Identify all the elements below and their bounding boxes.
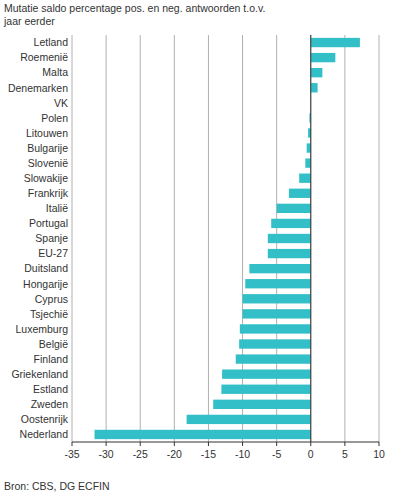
- bar: [240, 324, 311, 333]
- source: Bron: CBS, DG ECFIN: [4, 480, 110, 492]
- category-label: Letland: [34, 36, 69, 48]
- tick-mark: [174, 442, 175, 446]
- bar: [307, 143, 311, 152]
- category-label: Frankrijk: [28, 187, 69, 199]
- bar: [243, 294, 311, 303]
- bar: [277, 204, 311, 213]
- grid-line: [106, 35, 107, 442]
- bar: [213, 400, 311, 409]
- category-label: Portugal: [29, 217, 68, 229]
- tick-label: 0: [308, 448, 314, 460]
- category-label: Cyprus: [35, 293, 68, 305]
- bar: [221, 385, 310, 394]
- tick-mark: [242, 442, 243, 446]
- category-label: Malta: [42, 66, 68, 78]
- bar: [271, 219, 311, 228]
- bar: [268, 234, 311, 243]
- bar: [245, 279, 310, 288]
- tick-mark: [379, 442, 380, 446]
- zero-line: [310, 35, 311, 442]
- category-label: België: [39, 338, 68, 350]
- category-label: Roemenië: [20, 51, 68, 63]
- chart-title: Mutatie saldo percentage pos. en neg. an…: [4, 2, 279, 28]
- chart: -35 -30 -25 -20 -15 -10 -5 0 5 10 Letland Roemenië M…: [0, 0, 396, 498]
- category-label: Duitsland: [24, 262, 68, 274]
- tick-label: -30: [99, 448, 114, 460]
- bar: [299, 174, 311, 183]
- bar: [305, 158, 310, 167]
- category-label: Slowakije: [24, 172, 69, 184]
- category-label: Litouwen: [26, 127, 68, 139]
- category-label: Tsjechië: [30, 308, 68, 320]
- bars: [95, 38, 360, 439]
- tick-mark: [310, 442, 311, 446]
- bar: [236, 354, 311, 363]
- tick-label: -25: [133, 448, 148, 460]
- tick-mark: [344, 442, 345, 446]
- grid-line: [208, 35, 209, 442]
- category-label: Denemarken: [8, 82, 68, 94]
- tick-mark: [72, 442, 73, 446]
- bar: [187, 415, 311, 424]
- tick-mark: [106, 442, 107, 446]
- grid-line: [72, 35, 73, 442]
- grid-line: [379, 35, 380, 442]
- category-label: Zweden: [31, 398, 69, 410]
- bar: [311, 53, 336, 62]
- bar: [239, 339, 311, 348]
- category-label: Griekenland: [11, 368, 68, 380]
- category-label: Nederland: [20, 428, 69, 440]
- bar: [222, 369, 311, 378]
- tick-label: 10: [373, 448, 385, 460]
- category-label: Polen: [41, 112, 68, 124]
- tick-label: -10: [235, 448, 250, 460]
- category-label: VK: [54, 97, 68, 109]
- x-axis: [72, 442, 379, 443]
- tick-label: -35: [64, 448, 79, 460]
- bar: [243, 309, 311, 318]
- bar: [249, 264, 310, 273]
- tick-mark: [276, 442, 277, 446]
- grid-line: [242, 35, 243, 442]
- bar: [95, 430, 311, 439]
- grid-line: [140, 35, 141, 442]
- grid-line: [310, 35, 311, 442]
- category-label: Estland: [33, 383, 68, 395]
- tick-label: -20: [167, 448, 182, 460]
- category-label: Spanje: [35, 232, 68, 244]
- tick-label: -15: [201, 448, 216, 460]
- bar: [311, 38, 360, 47]
- category-label: Hongarije: [23, 278, 68, 290]
- category-label: EU-27: [38, 247, 68, 259]
- tick-mark: [208, 442, 209, 446]
- category-label: Bulgarije: [27, 142, 68, 154]
- category-label: Oostenrijk: [21, 413, 69, 425]
- grid-line: [344, 35, 345, 442]
- bar: [311, 83, 318, 92]
- bar: [311, 68, 323, 77]
- category-label: Slovenië: [28, 157, 68, 169]
- grid-line: [174, 35, 175, 442]
- tick-label: 5: [342, 448, 348, 460]
- category-label: Finland: [34, 353, 69, 365]
- category-label: Italië: [46, 202, 68, 214]
- tick-label: -5: [272, 448, 281, 460]
- bar: [268, 249, 311, 258]
- tick-mark: [140, 442, 141, 446]
- bar: [289, 189, 311, 198]
- category-label: Luxemburg: [15, 323, 68, 335]
